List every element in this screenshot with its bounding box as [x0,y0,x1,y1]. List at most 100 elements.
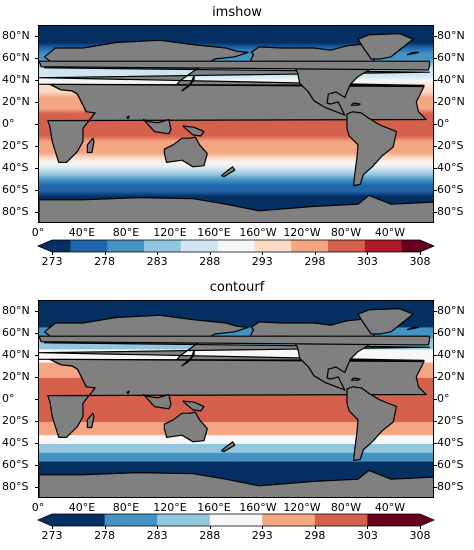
landmass [181,349,195,367]
colorbar-segment [291,240,298,252]
contour-band [39,397,433,401]
lat-tick [434,190,437,191]
landmass [221,166,236,178]
colorbar-segment [340,240,347,252]
colorbar-tick-label: 288 [199,255,221,268]
colorbar-segment [137,240,145,252]
colorbar-segment [407,240,415,252]
colorbar-segment [52,240,59,252]
colorbar-segment [278,240,286,252]
colorbar: 273 278 283 288 293 298 303 308 [36,239,436,268]
colorbar-tick-label: 273 [41,255,63,268]
contour-band [39,406,433,410]
panel-title: contourf [209,280,265,295]
colorbar-tick-label: 278 [94,255,116,268]
landmass [163,411,208,443]
colorbar-segment [377,240,384,252]
lat-label-left: 40°S [2,436,29,449]
colorbar-tick [52,252,53,255]
colorbar-tick-label: 303 [356,255,378,268]
contour-band [39,309,433,313]
contour-band [39,404,433,408]
lat-tick [35,355,38,356]
lat-label-left: 40°S [2,161,29,174]
contour-band [39,459,433,463]
lat-label-right: 0° [437,392,450,405]
colorbar-segment [125,240,133,252]
lat-label-left: 0° [2,392,15,405]
lat-label-right: 20°N [437,370,465,383]
colorbar-segment [367,514,421,526]
landmass [406,326,420,331]
colorbar-segment [70,240,78,252]
colorbar-segment [223,240,231,252]
landmass [86,412,95,429]
colorbar-tick [367,526,369,529]
colorbar-tick [262,252,264,255]
contour-band [39,455,433,458]
contour-band [39,408,433,412]
colorbar-segment [58,240,65,252]
contour-band [39,439,433,443]
contour-band [39,395,433,399]
contour-band [39,424,433,427]
lat-label-left: 80°S [2,205,29,218]
contour-band [39,428,433,432]
landmass [346,386,398,462]
colorbar-segment [309,240,317,252]
colorbar-segment [94,240,102,252]
colorbar-segment [131,240,139,252]
colorbar-segment [321,240,329,252]
lon-label: 40°W [374,226,406,239]
lat-tick [35,102,38,103]
colorbar-extend-low [38,514,52,526]
lat-tick [35,58,38,59]
colorbar-segment [101,240,108,252]
landmass [182,400,205,412]
colorbar-segment [262,514,316,526]
colorbar-segment [248,240,255,252]
contour-band [39,450,433,454]
contour-band [39,353,433,357]
contour-band [39,349,433,353]
colorbar-segment [76,240,84,252]
lat-label-right: 80°N [437,304,465,317]
contour-band [39,303,433,306]
landmass [142,393,172,410]
lat-tick [35,377,38,378]
colorbar-segment [211,240,219,252]
lat-tick [35,80,38,81]
colorbar-segment [104,514,158,526]
lon-label: 120°E [153,226,187,239]
contour-band [39,477,433,480]
colorbar-segment [82,240,90,252]
sst-map-contourf [38,300,434,498]
lat-label-right: 40°N [437,348,465,361]
colorbar-graphic [36,239,436,253]
lat-tick [35,168,38,169]
contour-band [39,448,433,452]
panel-title: imshow [212,5,262,20]
contour-band [39,444,433,447]
colorbar-segment [352,240,360,252]
contour-band [39,463,433,467]
contour-band [39,457,433,460]
contour-band [39,430,433,434]
sst-field [39,26,433,222]
colorbar-segment [389,240,396,252]
landmass [163,136,208,168]
lat-label-left: 20°S [2,414,29,427]
contour-band [39,426,433,430]
contour-band [39,320,433,324]
colorbar-tick-label: 308 [409,529,431,542]
colorbar-segment [334,240,341,252]
lat-label-right: 40°S [437,161,464,174]
contour-band [39,400,433,403]
lon-label: 120°E [153,501,187,514]
lat-tick [434,58,437,59]
lat-label-right: 0° [437,117,450,130]
colorbar-tick [314,252,316,255]
lon-label: 80°W [330,226,362,239]
contour-band [39,402,433,405]
colorbar-tick-label: 278 [94,529,116,542]
